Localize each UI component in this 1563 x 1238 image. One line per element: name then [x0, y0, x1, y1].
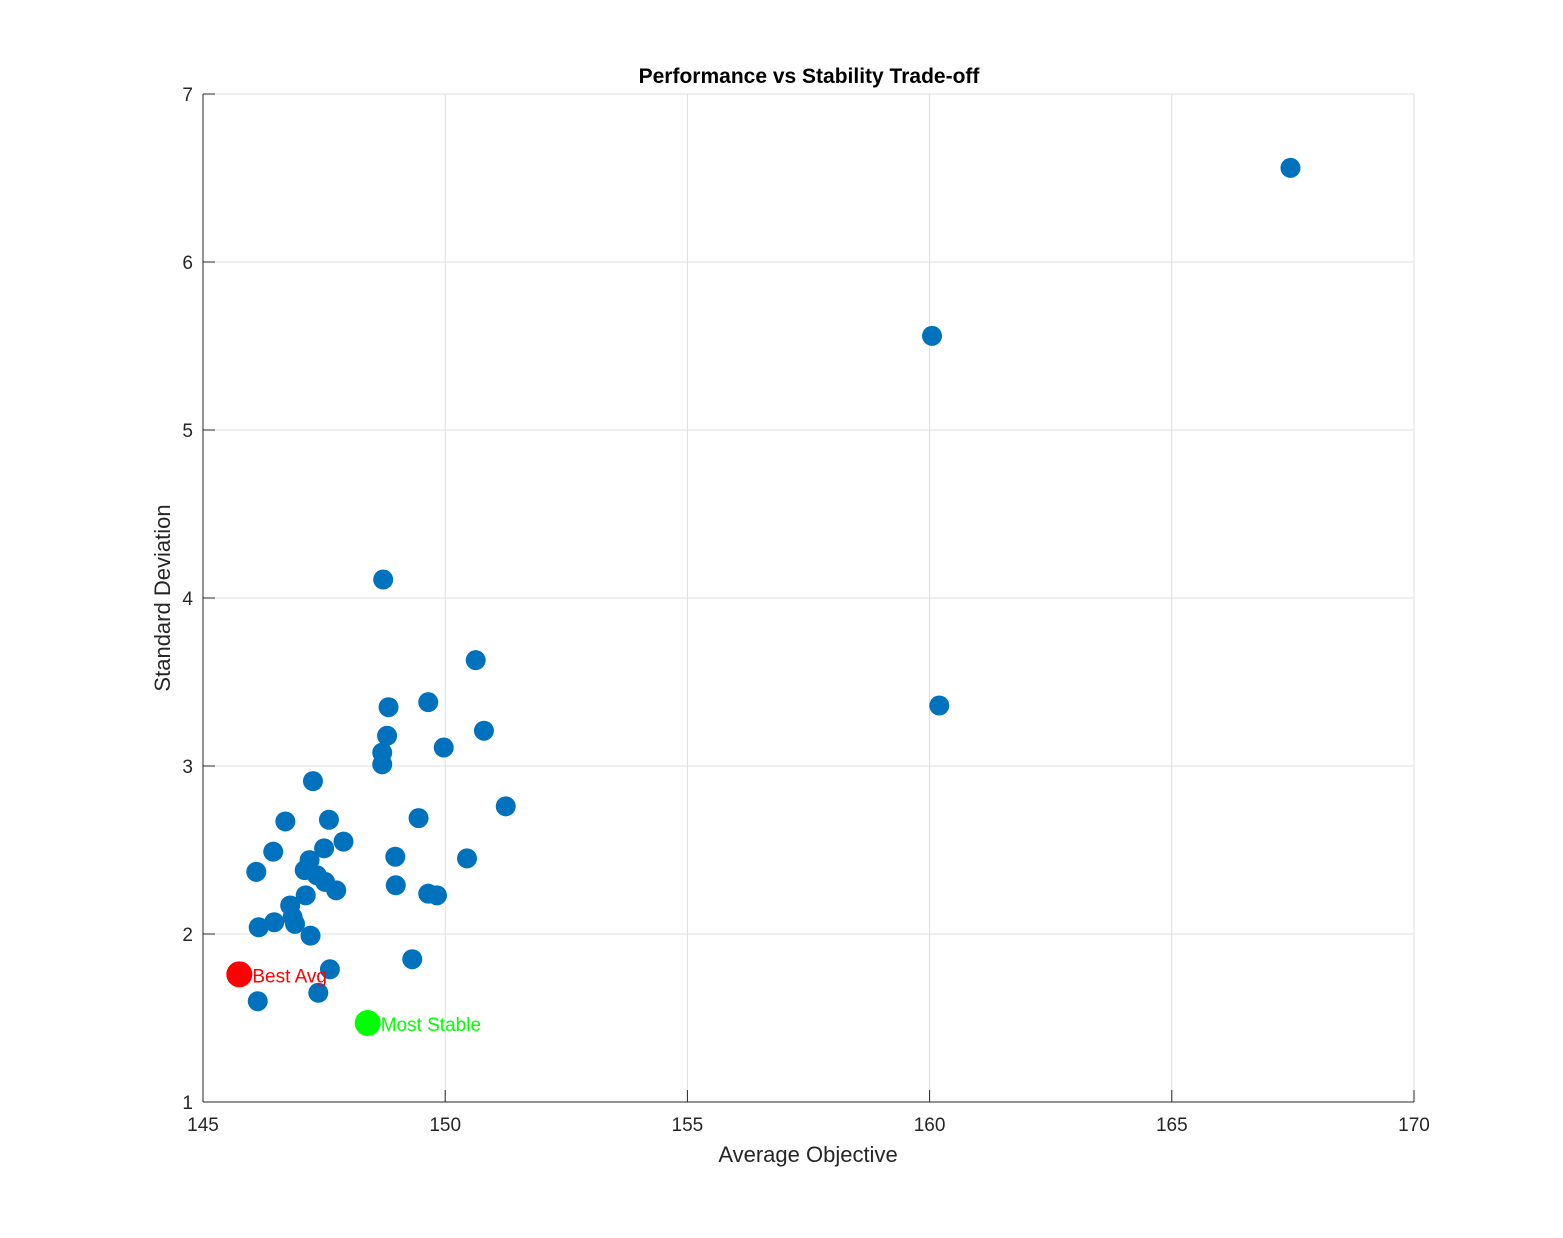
data-point	[378, 697, 399, 718]
x-axis-label: Average Objective	[718, 1142, 897, 1167]
data-point	[308, 982, 329, 1003]
highlight-label: Best Avg	[252, 966, 327, 987]
data-point	[248, 917, 269, 938]
data-point	[456, 848, 477, 869]
x-tick-label: 145	[187, 1115, 219, 1136]
y-axis-label: Standard Deviation	[150, 504, 175, 691]
highlight-label: Most Stable	[381, 1015, 481, 1036]
highlight-point	[354, 1010, 381, 1037]
data-point	[929, 695, 950, 716]
tick-labels: 145 150 155 160 165 170 1 2 3 4 5 6 7	[182, 85, 1429, 1136]
data-point	[285, 913, 306, 934]
y-tick-label: 3	[182, 757, 193, 778]
data-points	[246, 157, 1301, 1012]
data-point	[385, 846, 406, 867]
data-point	[408, 808, 429, 829]
highlight-point	[226, 961, 253, 988]
data-point	[314, 838, 335, 859]
data-point	[426, 885, 447, 906]
data-point	[275, 811, 296, 832]
x-tick-label: 150	[429, 1115, 461, 1136]
data-point	[264, 912, 285, 933]
data-point	[495, 796, 516, 817]
y-tick-label: 5	[182, 421, 193, 442]
data-point	[263, 841, 284, 862]
highlighted-points: Best Avg Most Stable	[226, 961, 481, 1037]
data-point	[385, 875, 406, 896]
data-point	[377, 725, 398, 746]
data-point	[318, 809, 339, 830]
data-point	[247, 991, 268, 1012]
y-tick-label: 2	[182, 925, 193, 946]
data-point	[373, 569, 394, 590]
data-point	[473, 720, 494, 741]
data-point	[295, 885, 316, 906]
y-tick-label: 1	[182, 1093, 193, 1114]
x-tick-label: 170	[1398, 1115, 1430, 1136]
data-point	[246, 861, 267, 882]
data-point	[372, 754, 393, 775]
data-point	[319, 959, 340, 980]
axes	[202, 93, 1415, 1103]
chart-title: Performance vs Stability Trade-off	[639, 65, 981, 88]
data-point	[300, 925, 321, 946]
data-point	[465, 650, 486, 671]
y-tick-label: 7	[182, 85, 193, 106]
data-point	[333, 831, 354, 852]
y-tick-label: 4	[182, 589, 193, 610]
y-tick-label: 6	[182, 253, 193, 274]
data-point	[402, 949, 423, 970]
data-point	[302, 771, 323, 792]
data-point	[922, 325, 943, 346]
data-point	[418, 692, 439, 713]
data-point	[326, 880, 347, 901]
x-tick-label: 155	[672, 1115, 704, 1136]
data-point	[433, 737, 454, 758]
data-point	[1280, 157, 1301, 178]
x-tick-label: 160	[914, 1115, 946, 1136]
x-tick-label: 165	[1156, 1115, 1188, 1136]
